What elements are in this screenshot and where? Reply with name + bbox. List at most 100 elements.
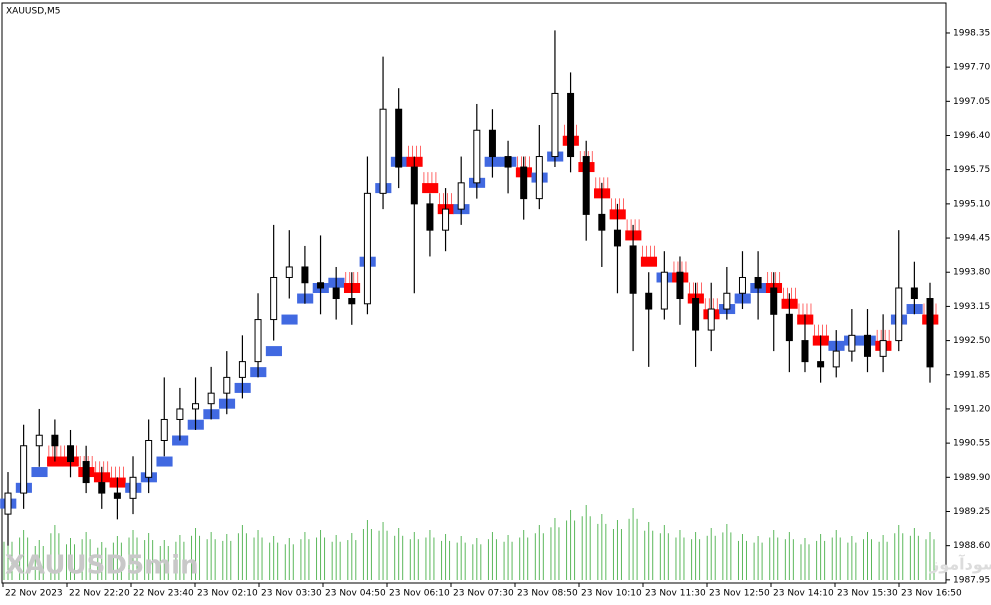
candle-body [442, 208, 450, 231]
plot-frame [1, 2, 947, 584]
candle-body [348, 298, 356, 305]
y-tick-label: 1987.95 [953, 575, 990, 585]
candle-body [848, 334, 856, 352]
y-tick-label: 1998.35 [953, 28, 990, 38]
indicator-step [265, 346, 282, 357]
candle-body [223, 376, 231, 394]
candle-layer [4, 30, 934, 546]
candle-body [629, 245, 637, 294]
y-tick-label: 1993.15 [953, 302, 990, 312]
candle-body [473, 129, 481, 184]
candle-body [832, 350, 840, 368]
indicator-step [640, 256, 658, 267]
candle-body [535, 156, 543, 200]
x-tick-label: 23 Nov 04:50 [325, 589, 386, 599]
candle-body [98, 482, 106, 494]
candle-body [551, 92, 559, 158]
candle-body [176, 408, 184, 420]
candle-body [582, 156, 590, 215]
candle-body [738, 276, 746, 294]
candle-body [145, 439, 153, 478]
candle-body [129, 476, 137, 499]
x-tick-label: 23 Nov 16:50 [901, 589, 962, 599]
x-tick-label: 22 Nov 2023 [5, 589, 63, 599]
x-tick-label: 23 Nov 11:30 [645, 589, 706, 599]
x-tick-label: 23 Nov 07:30 [453, 589, 514, 599]
watermark-timeframe: 5min [126, 551, 199, 581]
candle-body [785, 313, 793, 342]
indicator-step [422, 183, 439, 194]
y-tick-label: 1995.10 [953, 199, 990, 209]
candle-body [51, 434, 59, 447]
candle-body [817, 361, 825, 368]
candle-body [754, 276, 762, 289]
candle-body [707, 308, 715, 331]
y-tick-label: 1994.45 [953, 234, 990, 244]
candle-body [301, 266, 309, 284]
candle-body [82, 461, 90, 484]
candle-body [192, 403, 200, 410]
candle-body [395, 108, 403, 168]
candle-body [113, 492, 121, 499]
candle-body [426, 203, 434, 231]
y-tick-label: 1992.50 [953, 336, 990, 346]
y-tick-label: 1993.80 [953, 268, 990, 278]
y-tick-label: 1989.25 [953, 507, 990, 517]
candle-body [285, 266, 293, 278]
x-tick-label: 22 Nov 23:40 [133, 589, 194, 599]
y-tick-label: 1995.75 [953, 165, 990, 175]
candle-body [410, 166, 418, 205]
candle-body [254, 319, 262, 363]
candle-body [598, 213, 606, 231]
y-tick-label: 1989.90 [953, 473, 990, 483]
candle-body [270, 276, 278, 321]
candle-body [770, 287, 778, 315]
y-tick-label: 1991.85 [953, 370, 990, 380]
candle-body [723, 292, 731, 310]
candle-body [35, 434, 43, 447]
candle-body [379, 108, 387, 194]
x-tick-label: 23 Nov 14:10 [773, 589, 834, 599]
x-tick-label: 22 Nov 22:20 [69, 589, 130, 599]
candle-body [692, 298, 700, 331]
x-tick-label: 23 Nov 08:50 [517, 589, 578, 599]
candle-body [567, 92, 575, 158]
candle-body [317, 282, 325, 289]
candle-body [457, 182, 465, 210]
y-tick-label: 1988.60 [953, 541, 990, 551]
y-tick-label: 1997.70 [953, 63, 990, 73]
x-tick-label: 23 Nov 12:50 [709, 589, 770, 599]
axis-layer: 1998.35 1997.70 1997.05 1996.40 1995.75 1995.… [2, 28, 990, 599]
candle-body [332, 287, 340, 300]
x-tick-label: 23 Nov 03:30 [261, 589, 322, 599]
candle-body [20, 445, 28, 494]
candle-body [160, 418, 168, 441]
x-tick-label: 23 Nov 15:30 [837, 589, 898, 599]
candle-body [67, 445, 75, 463]
candle-body [238, 361, 246, 378]
candle-body [207, 392, 215, 405]
candle-body [801, 340, 809, 363]
x-tick-label: 23 Nov 02:10 [197, 589, 258, 599]
candle-body [645, 292, 653, 310]
candle-body [488, 129, 496, 158]
indicator-step [31, 467, 48, 478]
candle-body [676, 271, 684, 300]
candle-body [363, 192, 371, 305]
x-tick-label: 23 Nov 06:10 [389, 589, 450, 599]
indicator-step [281, 314, 298, 325]
candle-body [895, 287, 903, 342]
candle-body [660, 271, 668, 310]
candle-body [926, 298, 934, 368]
x-tick-label: 23 Nov 10:10 [581, 589, 642, 599]
volume-layer [3, 505, 935, 580]
y-tick-label: 1990.55 [953, 439, 990, 449]
y-tick-label: 1996.40 [953, 131, 990, 141]
chart-title: XAUUSD,M5 [6, 7, 61, 17]
candle-body [4, 492, 12, 515]
candle-body [520, 166, 528, 200]
indicator-step [156, 456, 173, 467]
watermark-symbol: XAUUSD [5, 551, 127, 581]
y-tick-label: 1997.05 [953, 97, 990, 107]
